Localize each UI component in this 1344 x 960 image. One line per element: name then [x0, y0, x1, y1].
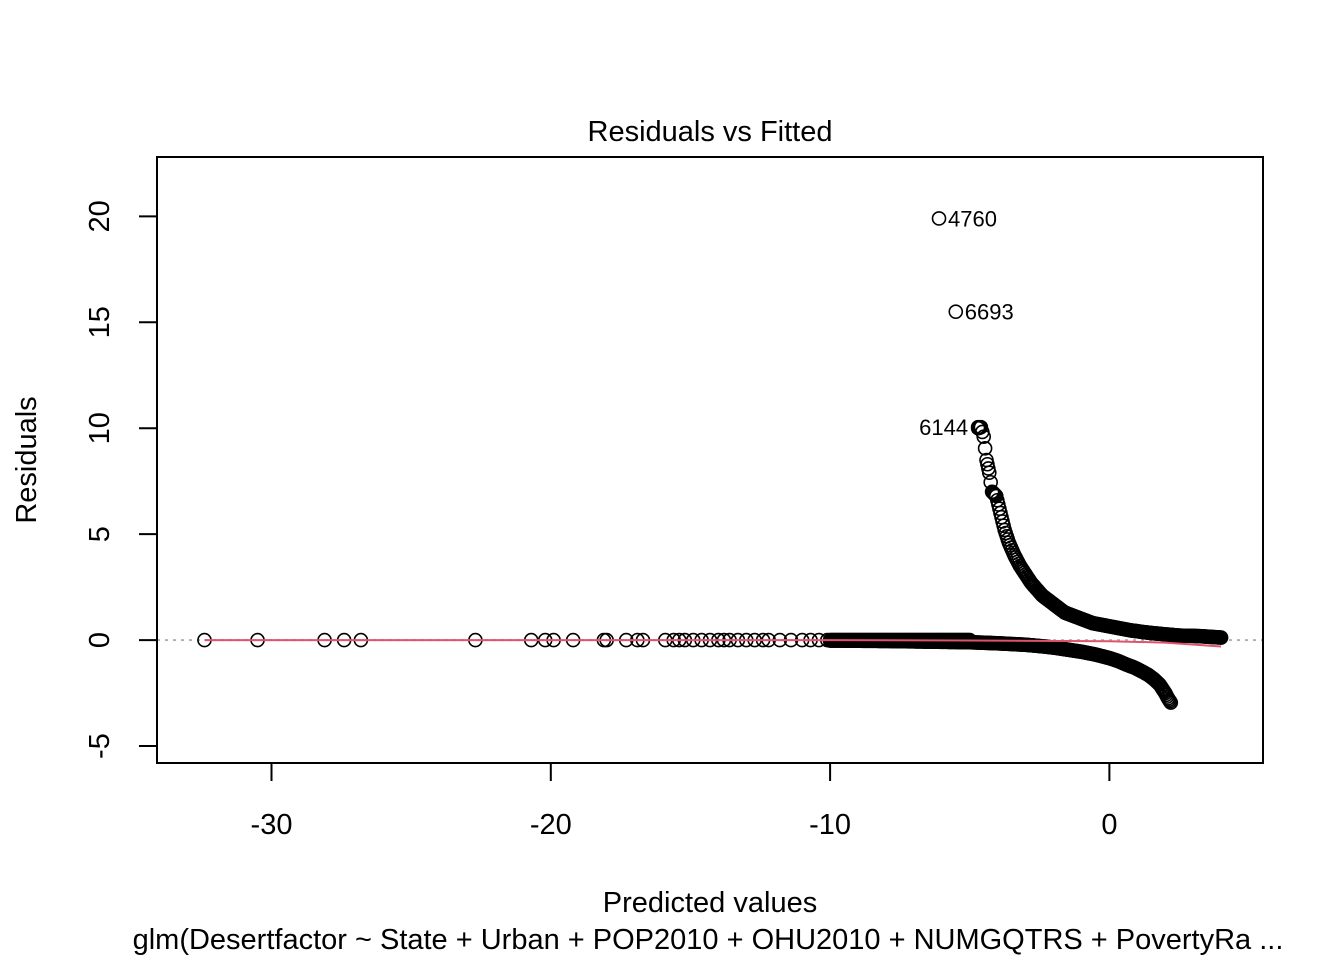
- x-axis-label: Predicted values: [603, 887, 817, 919]
- data-point: [984, 484, 1000, 500]
- model-formula-subtitle: glm(Desertfactor ~ State + Urban + POP20…: [133, 924, 1284, 956]
- plot-frame: [156, 156, 1264, 764]
- x-tick-label: -20: [530, 809, 572, 841]
- smooth-trend-line: [204, 639, 1222, 648]
- y-axis: -5 0 5 10 15 20: [84, 200, 158, 759]
- x-axis: -30 -20 -10 0: [251, 762, 1117, 841]
- y-tick-label: 10: [84, 412, 116, 444]
- data-point: [1213, 630, 1229, 645]
- x-tick-label: 0: [1101, 809, 1117, 841]
- x-tick-label: -30: [251, 809, 293, 841]
- y-axis-label: Residuals: [11, 396, 43, 523]
- data-point: [948, 304, 964, 319]
- point-label: 6693: [965, 300, 1014, 325]
- chart-title: Residuals vs Fitted: [588, 116, 833, 148]
- y-tick-label: 0: [84, 632, 116, 648]
- x-tick-label: -10: [809, 809, 851, 841]
- y-tick-label: 15: [84, 306, 116, 338]
- point-label: 4760: [948, 206, 997, 231]
- plot-area: 4760 6693 6144: [157, 206, 1263, 710]
- point-label: 6144: [919, 415, 968, 440]
- data-point: [981, 465, 997, 481]
- data-point: [931, 211, 947, 226]
- data-point: [1163, 695, 1179, 710]
- y-tick-label: -5: [84, 733, 116, 759]
- y-tick-label: 5: [84, 526, 116, 542]
- y-tick-label: 20: [84, 200, 116, 232]
- data-point: [985, 485, 1001, 501]
- data-point: [977, 441, 993, 456]
- data-point: [970, 419, 986, 435]
